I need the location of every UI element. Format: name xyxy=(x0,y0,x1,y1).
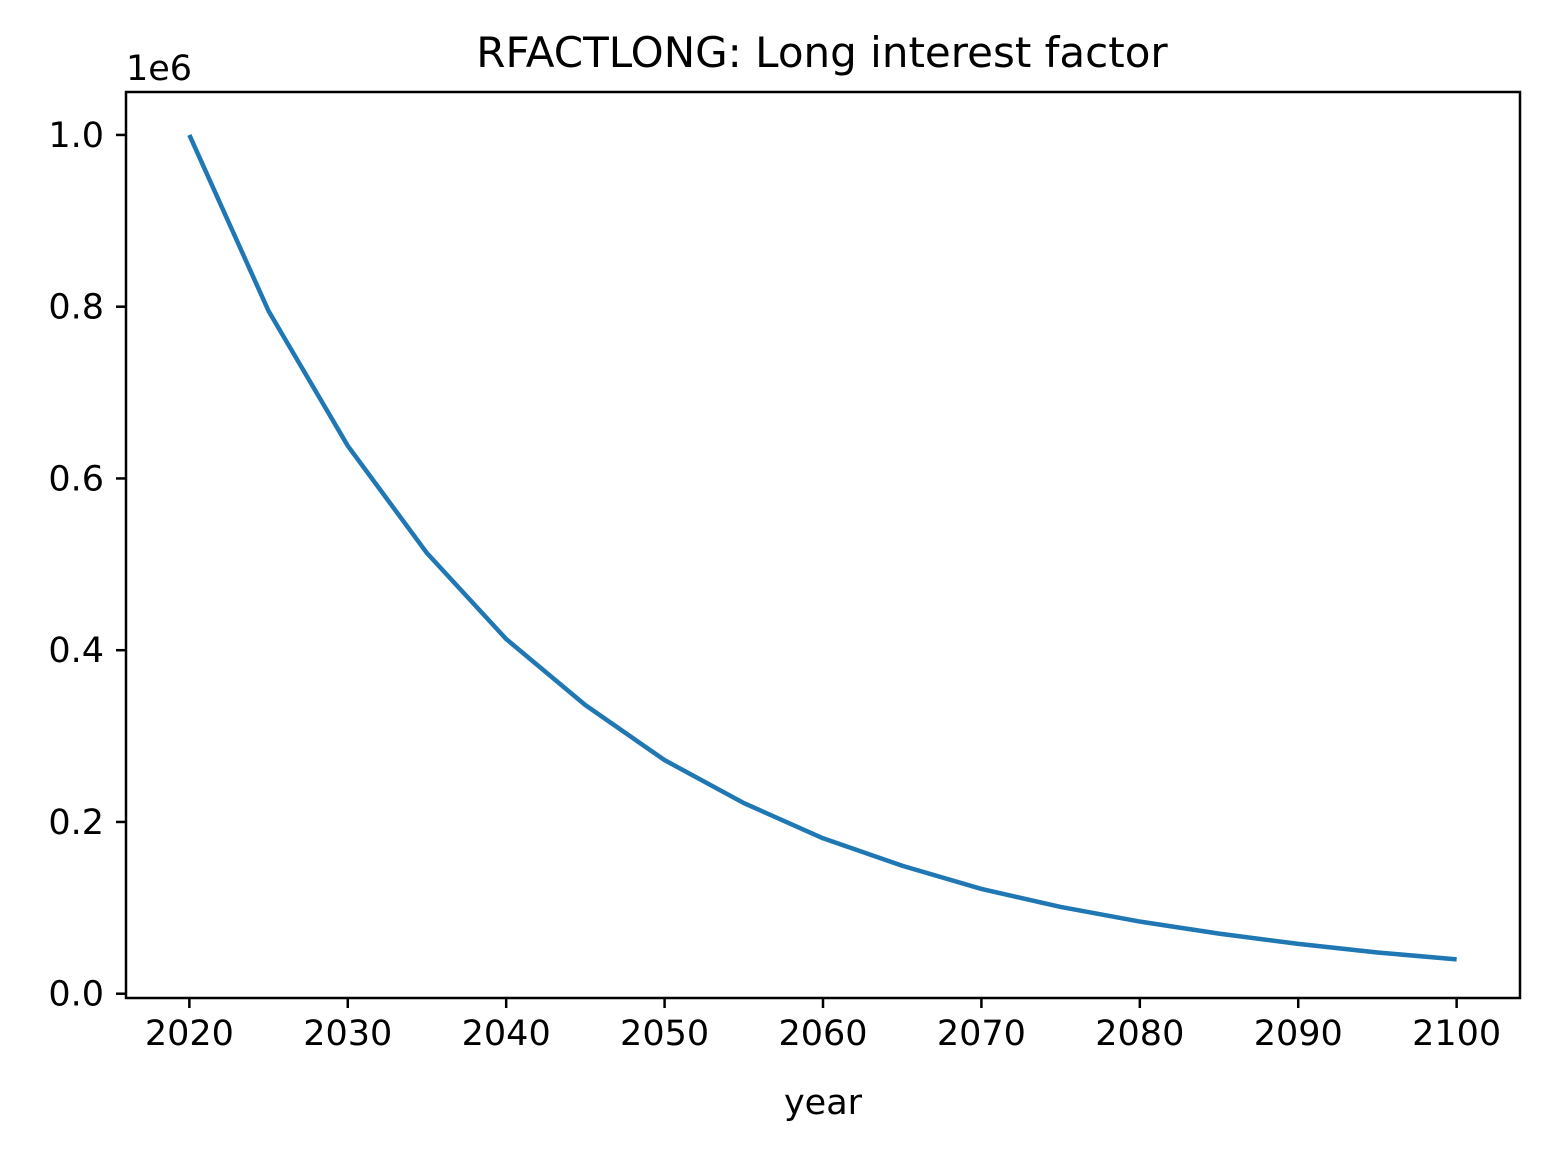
y-tick-label: 0.0 xyxy=(48,975,104,1015)
chart-title: RFACTLONG: Long interest factor xyxy=(476,28,1168,77)
y-axis-offset-label: 1e6 xyxy=(126,49,192,89)
x-tick-label: 2070 xyxy=(937,1014,1026,1054)
x-tick-label: 2060 xyxy=(778,1014,867,1054)
y-axis-ticks: 0.0 0.2 0.4 0.6 0.8 1.0 xyxy=(48,116,126,1015)
series-line-0 xyxy=(187,134,1457,962)
y-tick-label: 0.4 xyxy=(48,631,104,671)
x-tick-label: 2030 xyxy=(303,1014,392,1054)
x-tick-label: 2080 xyxy=(1095,1014,1184,1054)
x-axis-label: year xyxy=(784,1083,863,1123)
y-tick-label: 1.0 xyxy=(48,116,104,156)
x-tick-label: 2020 xyxy=(145,1014,234,1054)
y-tick-label: 0.8 xyxy=(48,288,104,328)
x-tick-label: 2040 xyxy=(462,1014,551,1054)
y-tick-label: 0.6 xyxy=(48,459,104,499)
x-axis-ticks: 2020 2030 2040 2050 2060 2070 2080 2090 2100 xyxy=(145,998,1501,1054)
y-tick-label: 0.2 xyxy=(48,803,104,843)
x-tick-label: 2090 xyxy=(1254,1014,1343,1054)
x-tick-label: 2050 xyxy=(620,1014,709,1054)
x-tick-label: 2100 xyxy=(1412,1014,1501,1054)
plot-frame xyxy=(124,90,1522,1000)
series-layer xyxy=(187,134,1457,962)
